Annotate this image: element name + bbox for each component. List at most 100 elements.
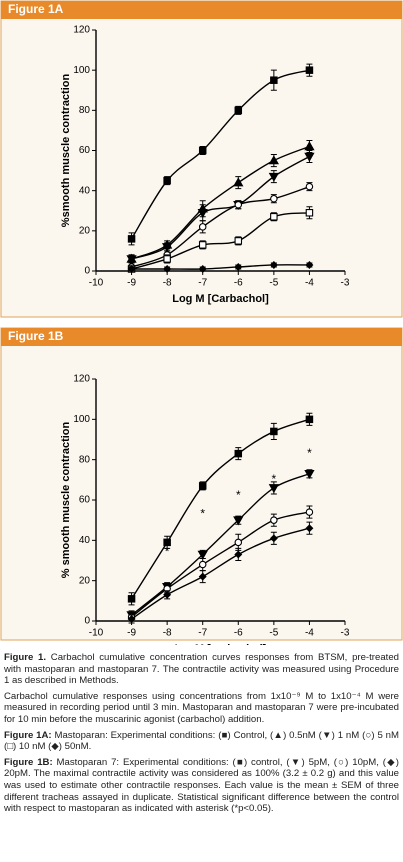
y-tick-label: 20	[79, 225, 91, 236]
caption-text: Mastoparan: Experimental conditions: (■)…	[4, 729, 399, 753]
marker	[305, 524, 314, 533]
marker	[163, 590, 172, 599]
marker	[127, 615, 136, 623]
y-axis-label: %smooth muscle contraction	[60, 74, 72, 228]
x-tick-label: -6	[234, 628, 243, 639]
caption: Figure 1B: Mastoparan 7: Experimental co…	[4, 757, 399, 815]
y-tick-label: 120	[73, 374, 90, 385]
y-tick-label: 60	[79, 495, 91, 506]
marker	[198, 223, 207, 231]
x-tick-label: -3	[341, 278, 350, 289]
x-tick-label: -5	[269, 628, 278, 639]
caption: Figure 1A: Mastoparan: Experimental cond…	[4, 730, 399, 753]
caption-text: Carbachol cumulative concentration curve…	[4, 652, 399, 687]
x-tick-label: -7	[198, 278, 207, 289]
marker	[233, 177, 244, 187]
x-tick-label: -9	[127, 628, 136, 639]
marker	[198, 241, 207, 249]
y-tick-label: 40	[79, 535, 91, 546]
marker	[163, 538, 171, 547]
marker	[270, 427, 278, 436]
marker	[234, 237, 243, 245]
marker	[198, 572, 207, 581]
marker	[197, 209, 208, 219]
marker	[198, 265, 207, 273]
caption-label: Figure 1A:	[4, 729, 52, 741]
marker	[305, 209, 314, 217]
x-tick-label: -4	[305, 278, 314, 289]
marker	[305, 415, 314, 424]
marker	[234, 538, 243, 547]
marker	[305, 66, 314, 74]
caption-label: Figure 1.	[4, 652, 47, 663]
annotation: *	[307, 446, 312, 460]
curve	[131, 527, 310, 620]
marker	[163, 265, 172, 273]
x-tick-label: -8	[163, 278, 172, 289]
marker	[127, 265, 136, 273]
panel	[0, 0, 403, 318]
marker	[234, 106, 243, 115]
marker	[234, 263, 243, 271]
marker	[270, 194, 278, 203]
marker	[268, 484, 280, 494]
marker	[269, 260, 278, 269]
marker	[268, 172, 280, 182]
marker	[234, 449, 243, 458]
y-tick-label: 120	[73, 25, 90, 36]
marker	[163, 255, 171, 263]
marker	[270, 516, 278, 524]
x-tick-label: -6	[234, 278, 243, 289]
captions: Figure 1. Carbachol cumulative concentra…	[4, 652, 399, 819]
y-tick-label: 20	[79, 575, 91, 586]
panel-title: Figure 1A	[8, 2, 64, 16]
figure: Figure 1A 0 20 40 60 80 100 120 -10 -9 -8 -7 -6 -5 -4 -…	[0, 0, 403, 655]
annotation: *	[272, 472, 277, 486]
y-tick-label: 0	[84, 266, 90, 277]
marker	[127, 235, 136, 243]
caption-text: Carbachol cumulative responses using con…	[4, 690, 399, 725]
marker	[198, 146, 207, 155]
marker	[268, 155, 280, 165]
marker	[304, 152, 315, 162]
marker	[198, 482, 207, 490]
y-tick-label: 100	[73, 414, 90, 425]
caption: Carbachol cumulative responses using con…	[4, 691, 399, 726]
marker	[161, 243, 173, 253]
marker	[163, 176, 171, 185]
x-axis-label: Log M [Carbachol]	[172, 293, 269, 305]
caption: Figure 1. Carbachol cumulative concentra…	[4, 652, 399, 687]
x-tick-label: -8	[163, 628, 172, 639]
x-tick-label: -3	[341, 628, 350, 639]
panel-header	[1, 328, 402, 346]
marker	[269, 534, 278, 543]
caption-text: Mastoparan 7: Experimental conditions: (…	[4, 756, 399, 815]
x-tick-label: -9	[127, 278, 136, 289]
marker	[305, 182, 314, 191]
marker	[305, 260, 314, 269]
marker	[198, 560, 207, 569]
marker	[305, 508, 314, 516]
caption-label: Figure 1B:	[4, 756, 53, 768]
x-tick-label: -4	[305, 628, 314, 639]
marker	[304, 141, 315, 151]
marker	[197, 550, 208, 560]
marker	[127, 595, 136, 603]
marker	[270, 213, 278, 221]
panel-title: Figure 1B	[8, 329, 64, 343]
marker	[270, 76, 278, 84]
panel-header	[1, 1, 402, 19]
y-tick-label: 100	[73, 65, 90, 76]
y-axis-label: % smooth muscle contraction	[60, 421, 72, 578]
y-tick-label: 80	[79, 454, 91, 465]
annotation: *	[165, 545, 170, 559]
x-tick-label: -5	[269, 278, 278, 289]
marker	[234, 200, 243, 209]
marker	[304, 470, 315, 480]
x-tick-label: -7	[198, 628, 207, 639]
x-tick-label: -10	[89, 628, 104, 639]
y-tick-label: 80	[79, 105, 91, 116]
marker	[233, 516, 244, 526]
annotation: *	[236, 488, 241, 502]
